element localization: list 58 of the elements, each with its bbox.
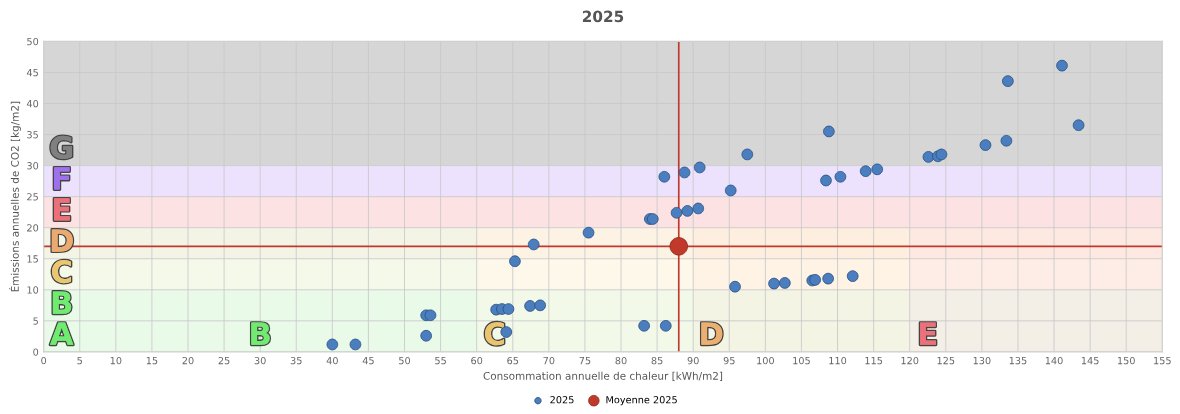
band-label: E bbox=[920, 322, 936, 345]
x-tick-label: 45 bbox=[362, 357, 374, 365]
y-tick-label: 45 bbox=[26, 69, 38, 77]
y-tick-label: 30 bbox=[27, 162, 39, 170]
band-label: G bbox=[50, 135, 72, 159]
x-tick-label: 95 bbox=[723, 356, 735, 365]
chart-title: 2025 bbox=[582, 10, 624, 23]
x-tick-label: 135 bbox=[1009, 356, 1027, 365]
band-label: C bbox=[52, 260, 71, 284]
x-tick-label: 85 bbox=[651, 356, 663, 365]
x-tick-label: 115 bbox=[865, 357, 883, 365]
band-label: F bbox=[54, 167, 70, 190]
x-tick-label: 0 bbox=[41, 356, 47, 365]
y-tick-label: 25 bbox=[27, 193, 38, 201]
x-tick-label: 125 bbox=[937, 356, 955, 365]
x-tick-label: 30 bbox=[254, 356, 266, 365]
x-tick-label: 110 bbox=[829, 356, 847, 365]
x-tick-label: 105 bbox=[793, 356, 810, 365]
x-tick-label: 15 bbox=[146, 357, 158, 365]
x-tick-label: 5 bbox=[77, 357, 82, 365]
y-tick-label: 40 bbox=[26, 99, 39, 108]
x-tick-label: 55 bbox=[435, 357, 446, 365]
x-tick-label: 40 bbox=[326, 356, 338, 365]
x-tick-label: 65 bbox=[507, 356, 519, 365]
x-tick-label: 10 bbox=[110, 356, 122, 365]
band-label: A bbox=[50, 322, 74, 345]
x-tick-label: 120 bbox=[901, 356, 919, 365]
x-tick-label: 80 bbox=[615, 356, 627, 365]
x-tick-label: 150 bbox=[1118, 356, 1135, 365]
y-tick-label: 15 bbox=[27, 255, 38, 263]
x-tick-label: 25 bbox=[218, 356, 230, 365]
x-tick-label: 100 bbox=[757, 356, 774, 365]
x-tick-label: 20 bbox=[182, 356, 194, 365]
band-label: C bbox=[485, 322, 504, 346]
legend-label: 2025 bbox=[550, 396, 574, 404]
band-label: B bbox=[52, 291, 72, 314]
y-tick-label: 20 bbox=[27, 224, 39, 232]
y-tick-label: 5 bbox=[33, 317, 38, 325]
y-tick-label: 35 bbox=[27, 131, 38, 139]
y-tick-label: 10 bbox=[27, 286, 39, 294]
legend-label: Moyenne 2025 bbox=[606, 396, 677, 406]
x-tick-label: 70 bbox=[543, 356, 555, 365]
x-tick-label: 130 bbox=[973, 356, 991, 365]
x-tick-label: 75 bbox=[579, 357, 591, 365]
y-axis-title: Émissions annuelles de CO2 [kg/m2] bbox=[9, 101, 21, 292]
y-tick-label: 50 bbox=[27, 37, 39, 46]
band-label: D bbox=[701, 322, 723, 345]
band-label: B bbox=[251, 322, 270, 345]
x-tick-label: 145 bbox=[1081, 357, 1099, 365]
band-label: E bbox=[54, 198, 70, 221]
x-tick-label: 90 bbox=[687, 356, 699, 365]
x-tick-label: 60 bbox=[471, 356, 483, 365]
x-tick-label: 155 bbox=[1154, 357, 1171, 365]
y-tick-label: 0 bbox=[33, 348, 39, 356]
x-tick-label: 35 bbox=[290, 356, 302, 365]
x-tick-label: 140 bbox=[1045, 356, 1063, 365]
x-tick-label: 50 bbox=[399, 356, 411, 365]
x-axis-title: Consommation annuelle de chaleur [kWh/m2] bbox=[483, 371, 723, 382]
